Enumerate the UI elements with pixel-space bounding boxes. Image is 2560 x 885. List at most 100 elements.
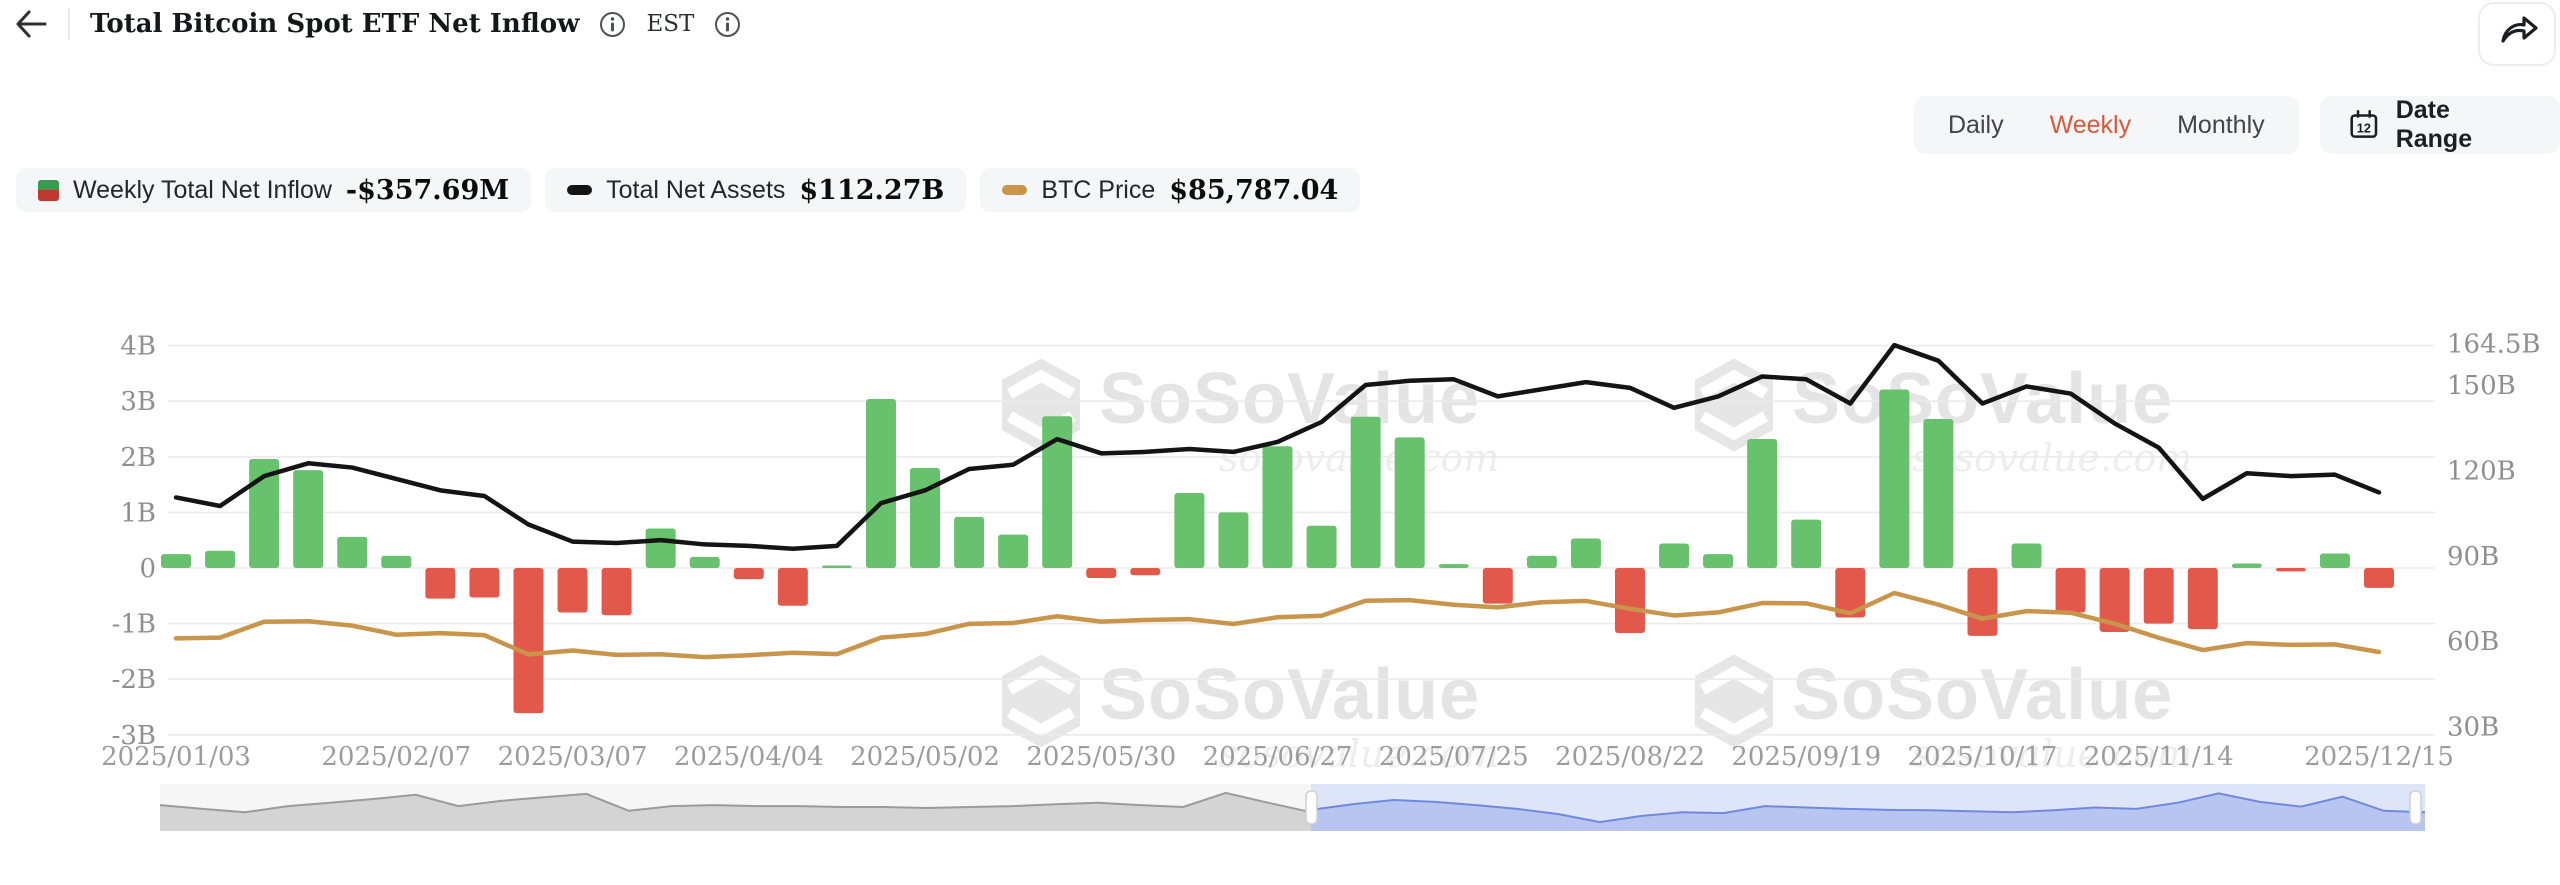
- svg-text:2025/06/27: 2025/06/27: [1203, 742, 1353, 772]
- inflow-bar[interactable]: [381, 555, 412, 568]
- net-inflow-bars[interactable]: [161, 389, 2394, 714]
- nav-unselected-line: [160, 791, 1312, 814]
- inflow-bar[interactable]: [645, 528, 676, 568]
- inflow-bar[interactable]: [513, 568, 544, 714]
- inflow-bar[interactable]: [777, 568, 808, 606]
- inflow-bar[interactable]: [1747, 439, 1778, 568]
- inflow-bar[interactable]: [2364, 568, 2394, 588]
- inflow-bar[interactable]: [1967, 568, 1998, 636]
- header: Total Bitcoin Spot ETF Net Inflow EST: [14, 8, 741, 40]
- svg-text:2025/08/22: 2025/08/22: [1555, 742, 1705, 772]
- title-info-icon[interactable]: [599, 11, 626, 38]
- svg-text:2025/02/07: 2025/02/07: [321, 742, 471, 772]
- legend-value: $112.27B: [799, 174, 945, 206]
- tab-monthly[interactable]: Monthly: [2177, 110, 2265, 139]
- svg-text:164.5B: 164.5B: [2447, 330, 2541, 360]
- date-range-label: Date Range: [2395, 96, 2473, 153]
- header-divider: [68, 8, 70, 40]
- range-navigator[interactable]: [160, 784, 2425, 831]
- inflow-bar[interactable]: [601, 568, 632, 616]
- inflow-bar[interactable]: [1923, 418, 1954, 568]
- inflow-bar[interactable]: [249, 459, 280, 568]
- inflow-bar[interactable]: [2099, 568, 2130, 632]
- inflow-bar[interactable]: [1835, 568, 1866, 618]
- nav-selected-line: [1310, 792, 2425, 824]
- right-axis-labels: 164.5B 150B 120B 90B 60B 30B: [2447, 330, 2541, 743]
- inflow-bar[interactable]: [865, 398, 896, 568]
- svg-text:4B: 4B: [120, 332, 156, 362]
- legend: Weekly Total Net Inflow -$357.69M Total …: [16, 168, 1361, 212]
- back-button[interactable]: [14, 8, 48, 40]
- svg-text:60B: 60B: [2447, 627, 2499, 657]
- legend-item-net-assets[interactable]: Total Net Assets $112.27B: [545, 168, 967, 212]
- inflow-bar[interactable]: [1350, 416, 1381, 568]
- total-net-assets-line[interactable]: [173, 342, 2382, 551]
- inflow-bar[interactable]: [1614, 568, 1645, 634]
- btc-price-line[interactable]: [173, 590, 2382, 660]
- inflow-bar[interactable]: [1086, 568, 1117, 579]
- timezone-info-icon[interactable]: [714, 11, 741, 38]
- inflow-bar[interactable]: [161, 554, 191, 568]
- page-title: Total Bitcoin Spot ETF Net Inflow: [90, 9, 580, 39]
- range-navigator-canvas[interactable]: [160, 784, 2425, 831]
- inflow-bar[interactable]: [1482, 568, 1513, 604]
- left-axis-labels: 4B 3B 2B 1B 0 -1B -2B -3B: [112, 332, 156, 751]
- interval-tabs: Daily Weekly Monthly: [1914, 96, 2299, 154]
- svg-text:150B: 150B: [2447, 371, 2516, 401]
- inflow-bar[interactable]: [1130, 568, 1161, 576]
- tab-weekly[interactable]: Weekly: [2049, 110, 2132, 139]
- svg-text:2025/09/19: 2025/09/19: [1731, 742, 1881, 772]
- svg-text:2025/05/02: 2025/05/02: [850, 742, 1000, 772]
- inflow-bar[interactable]: [1218, 512, 1249, 568]
- legend-item-btc-price[interactable]: BTC Price $85,787.04: [980, 168, 1361, 212]
- inflow-bar[interactable]: [2011, 543, 2042, 568]
- inflow-bar[interactable]: [337, 536, 368, 568]
- inflow-bar[interactable]: [1438, 564, 1469, 568]
- nav-unselected-area: [160, 792, 1311, 831]
- gridlines: [168, 344, 2435, 736]
- inflow-bar[interactable]: [1570, 538, 1601, 568]
- inflow-bar[interactable]: [1042, 416, 1073, 568]
- svg-text:90B: 90B: [2447, 542, 2499, 572]
- inflow-bar[interactable]: [1879, 389, 1910, 568]
- inflow-bar[interactable]: [2055, 568, 2086, 613]
- inflow-bar[interactable]: [1174, 492, 1205, 568]
- inflow-bar[interactable]: [821, 565, 852, 569]
- legend-label: BTC Price: [1041, 175, 1156, 204]
- legend-value: -$357.69M: [345, 174, 510, 206]
- inflow-bar[interactable]: [2231, 563, 2262, 568]
- inflow-bar[interactable]: [689, 556, 720, 568]
- inflow-bar[interactable]: [1791, 519, 1822, 568]
- date-range-button[interactable]: 12 Date Range: [2320, 96, 2560, 154]
- nav-handle-left[interactable]: [1305, 790, 1318, 825]
- inflow-bar[interactable]: [2319, 553, 2350, 568]
- tab-daily[interactable]: Daily: [1948, 110, 2004, 139]
- inflow-bar[interactable]: [1526, 555, 1557, 568]
- main-chart-canvas[interactable]: 4B 3B 2B 1B 0 -1B -2B -3B 164.5B 150B 120B 90B 60B 30…: [0, 320, 2560, 785]
- inflow-bar[interactable]: [1394, 437, 1425, 568]
- nav-handle-right[interactable]: [2409, 790, 2422, 825]
- inflow-bar[interactable]: [205, 550, 236, 568]
- inflow-bar[interactable]: [1306, 525, 1337, 568]
- inflow-bar[interactable]: [293, 470, 324, 568]
- calendar-icon: 12: [2350, 109, 2378, 138]
- svg-text:120B: 120B: [2447, 456, 2516, 486]
- inflow-bar[interactable]: [425, 568, 456, 599]
- share-button[interactable]: [2478, 2, 2556, 66]
- inflow-bar[interactable]: [954, 516, 985, 568]
- inflow-bar[interactable]: [1703, 554, 1734, 568]
- legend-label: Total Net Assets: [606, 175, 786, 204]
- svg-text:1B: 1B: [120, 498, 156, 528]
- inflow-bar[interactable]: [998, 534, 1029, 568]
- inflow-bar[interactable]: [1262, 446, 1293, 568]
- inflow-bar[interactable]: [2143, 568, 2174, 624]
- inflow-bar[interactable]: [2187, 568, 2218, 630]
- inflow-bar[interactable]: [2275, 568, 2306, 572]
- inflow-bar[interactable]: [469, 568, 500, 598]
- calendar-day-number: 12: [2357, 121, 2371, 135]
- inflow-bar[interactable]: [733, 568, 764, 580]
- inflow-bar[interactable]: [557, 568, 588, 613]
- legend-item-net-inflow[interactable]: Weekly Total Net Inflow -$357.69M: [16, 168, 532, 212]
- inflow-bar[interactable]: [1659, 543, 1690, 568]
